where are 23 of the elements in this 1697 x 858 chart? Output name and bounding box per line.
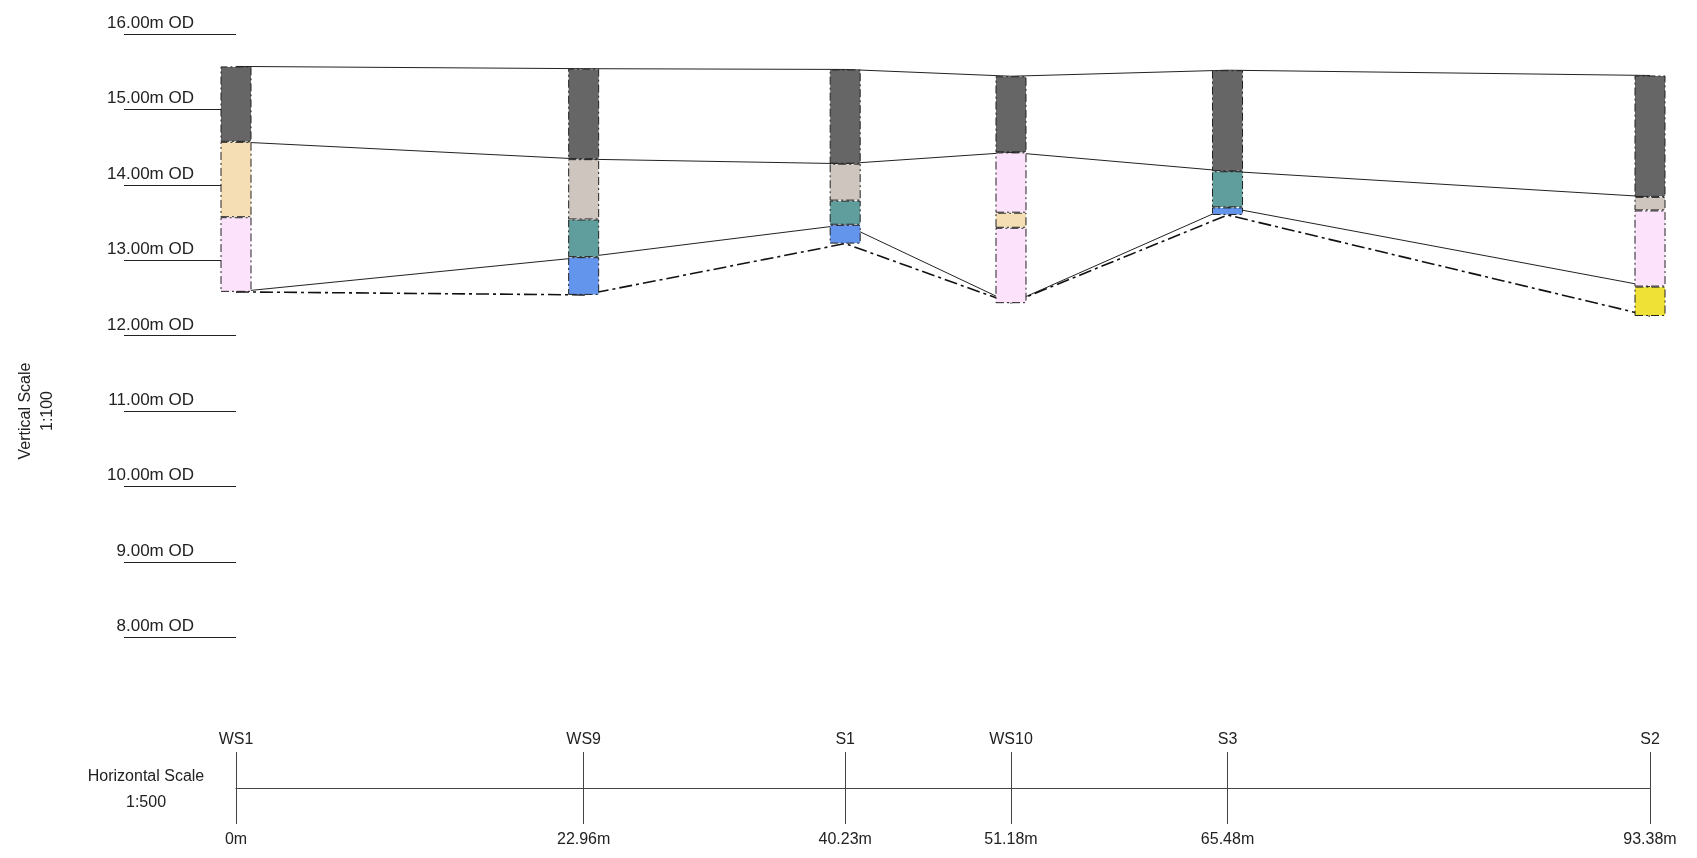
x-tick-label: 51.18m: [984, 829, 1038, 847]
annotation: S3: [1217, 729, 1238, 747]
x-tick-label: 22.96m: [556, 829, 611, 847]
x-tick-label: 40.23m: [818, 829, 872, 847]
y-tick-label: 8.00m OD: [116, 616, 194, 636]
y-tick-label: 11.00m OD: [108, 390, 194, 409]
y-tick-label: 12.00m OD: [107, 314, 194, 334]
y-axis-title: Vertical Scale 1:100: [15, 362, 55, 460]
annotation: S1: [835, 729, 856, 747]
y-tick-label: 15.00m OD: [107, 88, 194, 108]
x-tick-label: 0m: [224, 829, 248, 847]
y-tick-label: 16.00m OD: [107, 13, 194, 32]
annotation: WS1: [218, 729, 254, 747]
y-tick-label: 13.00m OD: [107, 239, 194, 259]
annotation: WS9: [566, 729, 602, 747]
y-tick-label: 14.00m OD: [107, 163, 194, 183]
x-axis-title: Horizontal Scale 1:500: [87, 766, 205, 810]
annotation: S2: [1640, 729, 1660, 747]
y-tick-label: 10.00m OD: [107, 465, 194, 485]
annotation: WS10: [989, 729, 1033, 747]
y-tick-label: 9.00m OD: [116, 540, 194, 560]
x-tick-label: 65.48m: [1200, 829, 1255, 847]
x-tick-label: 93.38m: [1623, 829, 1677, 847]
